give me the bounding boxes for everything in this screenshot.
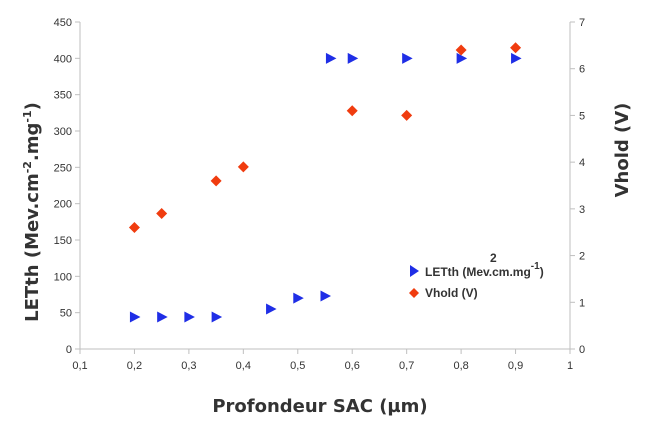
legend-marker-letth — [410, 265, 419, 277]
letth-point — [129, 311, 141, 323]
letth-point — [157, 311, 168, 323]
data-marks — [128, 42, 522, 323]
y-right-axis-label: Vhold (V) — [612, 103, 633, 198]
x-tick-label: 0,3 — [181, 360, 196, 372]
vhold-point — [510, 42, 522, 54]
x-tick-label: 0,2 — [127, 360, 142, 372]
x-tick-label: 0,1 — [72, 360, 87, 372]
vhold-point — [346, 105, 358, 117]
x-tick-label: 0,6 — [345, 360, 360, 372]
y-right-tick-label: 0 — [579, 344, 585, 356]
y-left-tick-label: 350 — [54, 90, 72, 102]
axes: 0,1 0,2 0,3 0,4 0,5 0,6 0,7 0,8 0,9 1050100150200… — [54, 17, 585, 372]
letth-point — [325, 52, 337, 64]
vhold-point — [455, 44, 467, 56]
x-tick-label: 0,7 — [399, 360, 414, 372]
legend-label-letth-superscript: 2 — [490, 251, 497, 265]
legend-marker-vhold — [409, 288, 419, 298]
y-left-tick-label: 50 — [60, 308, 72, 320]
x-tick-label: 1 — [567, 360, 573, 372]
y-left-tick-label: 100 — [54, 271, 72, 283]
letth-point — [320, 290, 331, 302]
y-right-tick-label: 2 — [579, 251, 585, 263]
y-right-tick-label: 5 — [579, 110, 585, 122]
y-right-tick-label: 4 — [579, 157, 585, 169]
legend-label-vhold: Vhold (V) — [425, 286, 478, 300]
x-axis-label: Profondeur SAC (µm) — [212, 396, 427, 417]
y-right-tick-label: 7 — [579, 17, 585, 29]
y-left-tick-label: 400 — [54, 53, 72, 65]
vhold-point — [128, 222, 140, 234]
letth-point — [347, 52, 359, 64]
y-right-tick-label: 3 — [579, 204, 585, 216]
y-left-tick-label: 150 — [54, 235, 72, 247]
letth-point — [456, 52, 468, 64]
vhold-point — [237, 161, 249, 173]
vhold-point — [401, 109, 413, 121]
letth-point — [266, 303, 277, 315]
y-left-tick-label: 200 — [54, 199, 72, 211]
y-left-tick-label: 300 — [54, 126, 72, 138]
vhold-point — [156, 208, 168, 220]
y-left-axis-label: LETth (Mev.cm-2.mg-1) — [21, 102, 43, 322]
letth-point — [293, 292, 304, 304]
y-right-tick-label: 1 — [579, 297, 585, 309]
y-right-tick-label: 6 — [579, 64, 585, 76]
x-tick-label: 0,9 — [508, 360, 523, 372]
legend-label-letth: LETth (Mev.cm.mg-1) — [425, 261, 544, 279]
letth-point — [184, 311, 195, 323]
x-tick-label: 0,5 — [290, 360, 305, 372]
x-tick-label: 0,8 — [453, 360, 468, 372]
y-left-tick-label: 450 — [54, 17, 72, 29]
legend: LETth (Mev.cm.mg-1) 2 Vhold (V) — [409, 251, 544, 300]
letth-point — [511, 52, 522, 64]
y-left-tick-label: 0 — [66, 344, 72, 356]
letth-point — [402, 52, 413, 64]
x-tick-label: 0,4 — [236, 360, 251, 372]
letth-point — [211, 311, 223, 323]
y-left-tick-label: 250 — [54, 162, 72, 174]
vhold-point — [210, 175, 222, 187]
